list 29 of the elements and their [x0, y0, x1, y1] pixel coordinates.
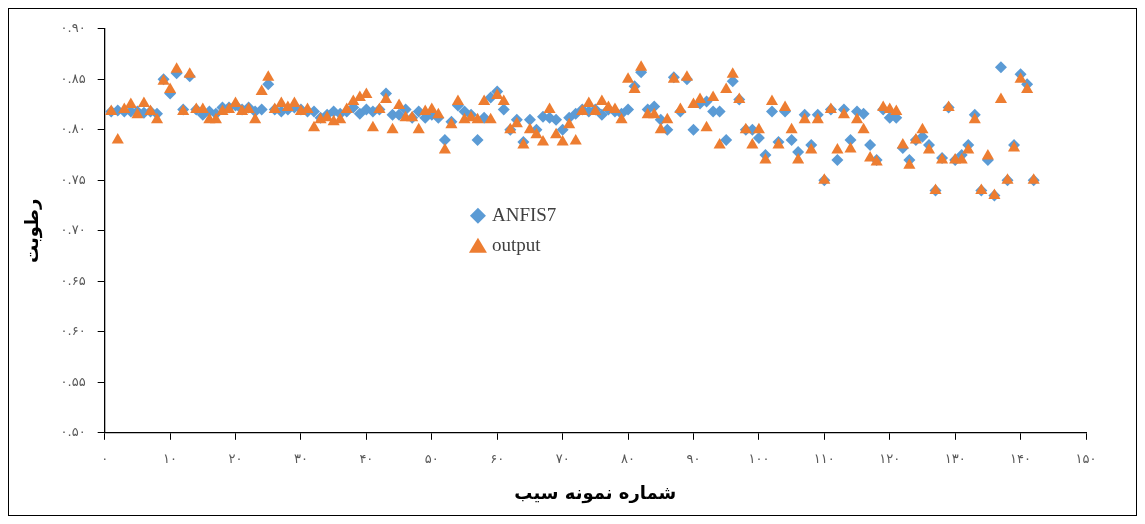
- x-tick-label: ۳۰: [293, 450, 308, 466]
- x-tick-label: ۱۱۰: [813, 450, 835, 466]
- legend-label: output: [491, 233, 542, 255]
- y-tick-label: ۰.۶۵: [60, 272, 86, 288]
- x-tick-label: ۱۳۰: [944, 450, 966, 466]
- y-tick-label: ۰.۶۰: [60, 323, 86, 339]
- x-tick-label: ۱۵۰: [1075, 450, 1097, 466]
- y-tick-label: ۰.۵۰: [60, 424, 86, 440]
- x-tick-label: ۵۰: [424, 450, 439, 466]
- y-tick-label: ۰.۵۵: [60, 373, 86, 389]
- x-tick-label: ۶۰: [490, 450, 505, 466]
- y-tick-label: ۰.۷۰: [60, 222, 86, 238]
- x-axis-title: شماره نمونه سیب: [514, 481, 677, 504]
- y-tick-label: ۰.۷۵: [60, 171, 86, 187]
- x-tick-label: ۸۰: [621, 450, 636, 466]
- y-axis-title: رطوبت: [21, 198, 44, 264]
- x-tick-label: ۱۴۰: [1010, 450, 1032, 466]
- x-tick-label: ۴۰: [359, 450, 374, 466]
- x-tick-label: ۱۰۰: [748, 450, 770, 466]
- x-tick-label: ۷۰: [555, 450, 570, 466]
- x-tick-label: ۹۰: [686, 450, 701, 466]
- x-tick-label: ۱۲۰: [879, 450, 901, 466]
- y-tick-label: ۰.۸۰: [60, 121, 86, 137]
- x-tick-label: ۱۰: [163, 450, 178, 466]
- x-tick-label: ۲۰: [228, 450, 243, 466]
- x-tick-label: ۰: [101, 450, 109, 466]
- y-tick-label: ۰.۹۰: [60, 20, 86, 36]
- legend-label: ANFIS7: [491, 203, 557, 225]
- y-tick-label: ۰.۸۵: [60, 70, 86, 86]
